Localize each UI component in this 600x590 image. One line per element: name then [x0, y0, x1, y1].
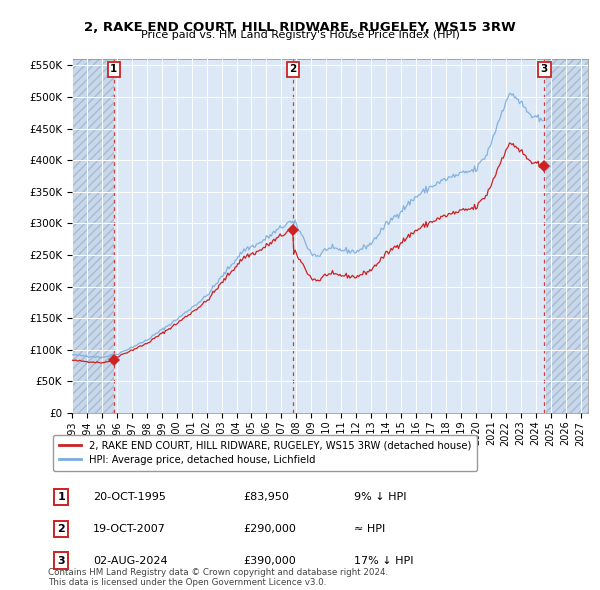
- Text: 2: 2: [290, 64, 297, 74]
- Text: 1: 1: [58, 492, 65, 502]
- Text: Contains HM Land Registry data © Crown copyright and database right 2024.
This d: Contains HM Land Registry data © Crown c…: [48, 568, 388, 587]
- Bar: [545, 59, 588, 413]
- Text: 20-OCT-1995: 20-OCT-1995: [93, 492, 166, 502]
- Text: £390,000: £390,000: [244, 556, 296, 566]
- Text: £290,000: £290,000: [244, 524, 296, 534]
- Text: 3: 3: [58, 556, 65, 566]
- Legend: 2, RAKE END COURT, HILL RIDWARE, RUGELEY, WS15 3RW (detached house), HPI: Averag: 2, RAKE END COURT, HILL RIDWARE, RUGELEY…: [53, 435, 478, 471]
- Text: Price paid vs. HM Land Registry's House Price Index (HPI): Price paid vs. HM Land Registry's House …: [140, 30, 460, 40]
- Text: ≈ HPI: ≈ HPI: [354, 524, 385, 534]
- Text: £83,950: £83,950: [244, 492, 289, 502]
- Text: 9% ↓ HPI: 9% ↓ HPI: [354, 492, 407, 502]
- Text: 02-AUG-2024: 02-AUG-2024: [93, 556, 167, 566]
- Text: 2, RAKE END COURT, HILL RIDWARE, RUGELEY, WS15 3RW: 2, RAKE END COURT, HILL RIDWARE, RUGELEY…: [84, 21, 516, 34]
- Text: 3: 3: [541, 64, 548, 74]
- Text: 19-OCT-2007: 19-OCT-2007: [93, 524, 166, 534]
- Text: 1: 1: [110, 64, 118, 74]
- Text: 2: 2: [58, 524, 65, 534]
- Text: 17% ↓ HPI: 17% ↓ HPI: [354, 556, 414, 566]
- Bar: [72, 59, 114, 413]
